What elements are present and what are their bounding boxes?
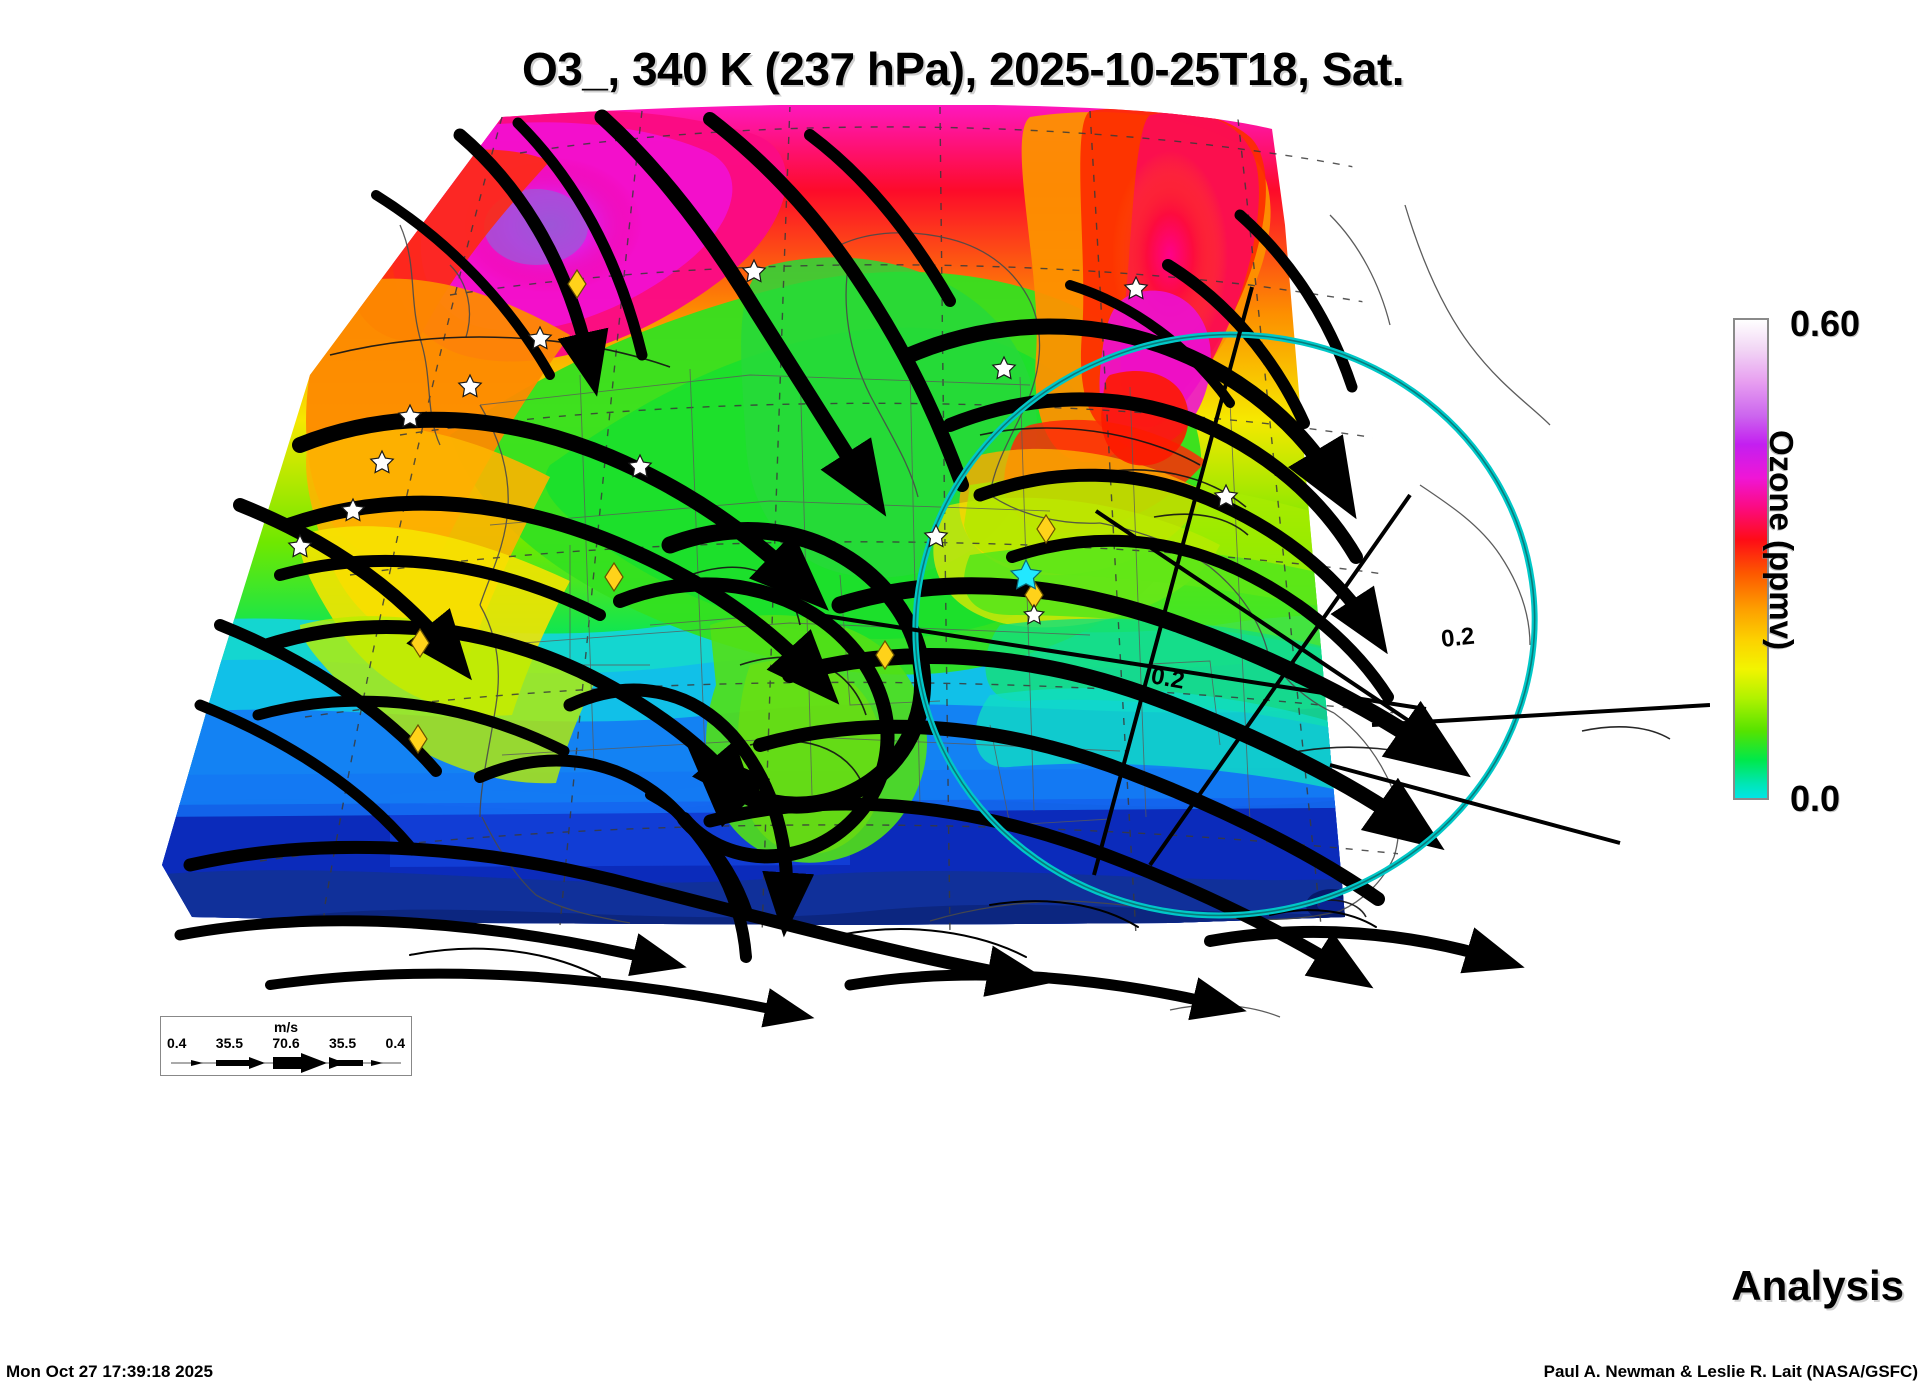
colorbar-min-label: 0.0: [1790, 778, 1841, 819]
wind-speed-legend: m/s 0.4 35.5 70.6 35.5 0.4: [160, 1016, 412, 1076]
wind-legend-value: 35.5: [328, 1035, 357, 1051]
wind-legend-arrows: [161, 1053, 411, 1073]
station-markers[interactable]: [287, 258, 1239, 755]
yellow-diamond-marker[interactable]: [408, 268, 1056, 755]
flight-tracks[interactable]: [805, 286, 1710, 876]
map-panel[interactable]: 0.2 0.2: [150, 105, 1710, 1035]
contour-label-group: 0.2 0.2: [1149, 623, 1476, 695]
wind-legend-value: 70.6: [272, 1035, 300, 1051]
wind-legend-value: 0.4: [167, 1035, 187, 1051]
author-credit: Paul A. Newman & Leslie R. Lait (NASA/GS…: [1543, 1362, 1918, 1381]
contour-label: 0.2: [1149, 662, 1187, 694]
ozone-map[interactable]: 0.2 0.2: [150, 105, 1710, 1035]
white-star-marker[interactable]: [287, 258, 1239, 625]
contour-label: 0.2: [1440, 623, 1476, 653]
page-title: O3_, 340 K (237 hPa), 2025-10-25T18, Sat…: [521, 43, 1405, 95]
analysis-label: Analysis: [1731, 1262, 1904, 1309]
colorbar-title: Ozone (ppmv): [1763, 430, 1800, 650]
wind-legend-value: 35.5: [215, 1035, 244, 1051]
wind-legend-value: 0.4: [385, 1035, 405, 1051]
wind-legend-values: 0.4 35.5 70.6 35.5 0.4: [161, 1035, 411, 1051]
cyan-star-marker[interactable]: [1009, 558, 1043, 590]
flight-circle[interactable]: [878, 295, 1573, 956]
colorbar: [1733, 318, 1769, 800]
wind-streamlines: [174, 109, 1525, 1028]
wind-legend-unit: m/s: [273, 1019, 299, 1035]
colorbar-max-label: 0.60: [1790, 303, 1861, 344]
render-timestamp: Mon Oct 27 17:39:18 2025: [6, 1362, 213, 1381]
